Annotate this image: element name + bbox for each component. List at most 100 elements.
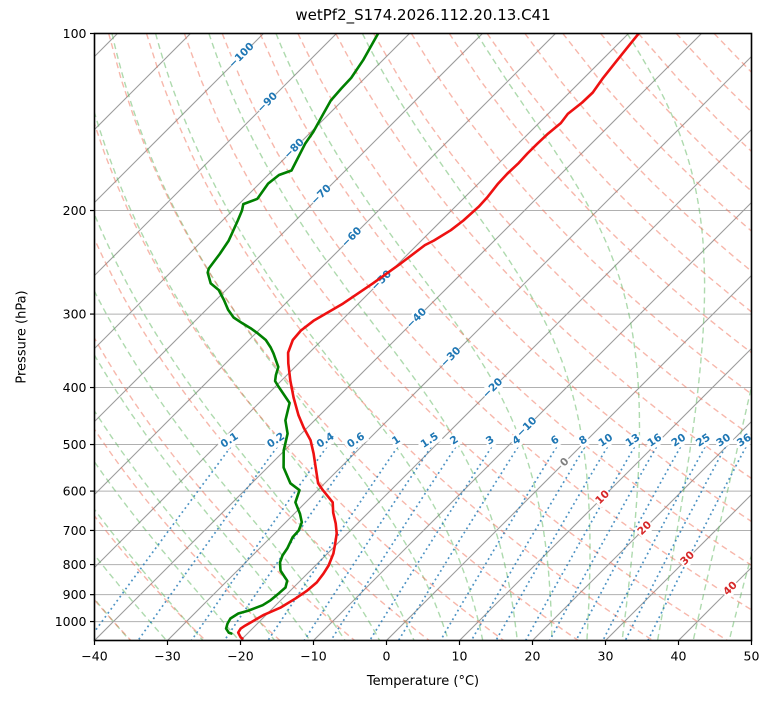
isotherm-line [94, 33, 410, 350]
x-tick-label: 40 [671, 649, 687, 664]
isotherm-line [313, 201, 752, 641]
label-backdrop [438, 344, 464, 370]
label-backdrop [388, 432, 405, 449]
contour-label: 20 [669, 431, 688, 449]
label-backdrop [308, 181, 335, 208]
dry-adiabat-line [486, 33, 752, 313]
label-backdrop [713, 430, 735, 451]
moist-adiabat-line [94, 212, 381, 641]
dry-adiabat-line [183, 33, 729, 641]
mixing-ratio-label: 20 [668, 430, 690, 451]
mixing-ratio-label: 1 [388, 432, 405, 449]
moist-adiabat-line [94, 353, 311, 641]
isotherm-line [459, 347, 752, 641]
x-axis-label: Temperature (°C) [366, 674, 480, 689]
label-backdrop [622, 430, 644, 451]
x-tick-label: 30 [598, 649, 614, 664]
dry-adiabat-line [562, 33, 752, 233]
dry-adiabat-line [297, 33, 752, 523]
mixing-ratio-line [548, 446, 658, 641]
moist-adiabat-line [361, 33, 591, 641]
contour-label: 16 [645, 431, 664, 449]
isotherm-line [240, 128, 752, 641]
mixing-ratio-line [470, 446, 586, 641]
mixing-ratio-label: 3 [482, 432, 499, 449]
mixing-ratio-line [575, 446, 682, 641]
label-backdrop [403, 305, 430, 332]
mixing-ratio-line [368, 446, 493, 641]
label-backdrop [668, 430, 690, 451]
isotherm-line [94, 33, 629, 569]
label-backdrop [446, 432, 463, 449]
label-backdrop [644, 430, 666, 451]
dry-adiabat-line [145, 33, 655, 641]
dry-adiabat-line [410, 33, 752, 395]
mixing-ratio-label: 30 [713, 430, 735, 451]
temperature-curve [236, 33, 640, 640]
moist-adiabat-line [94, 409, 276, 641]
isotherm-line [532, 420, 752, 641]
mixing-ratio-label: 25 [692, 430, 714, 451]
label-backdrop [262, 428, 290, 453]
x-tick-label: −40 [81, 649, 107, 664]
moist-adiabat-line [94, 460, 240, 641]
dry-adiabat-line [108, 33, 580, 641]
moist-adiabat-line [765, 34, 775, 642]
isotherm-line [94, 33, 337, 277]
dry-adiabat-line [637, 33, 752, 153]
mixing-ratio-line [94, 446, 232, 634]
y-tick-label: 400 [63, 380, 87, 395]
mixing-ratio-label: 13 [622, 430, 644, 451]
moist-adiabat-line [476, 33, 641, 641]
dry-adiabat-line [335, 33, 752, 480]
x-tick-label: 0 [383, 649, 391, 664]
y-tick-label: 1000 [55, 614, 87, 629]
x-tick-label: 10 [452, 649, 468, 664]
dry-adiabat-line [221, 33, 752, 611]
mixing-ratio-line [524, 446, 636, 641]
isotherm-line [94, 33, 264, 204]
moist-adiabat-line [94, 553, 168, 641]
label-backdrop [677, 547, 699, 569]
mixing-ratio-label: 10 [595, 430, 617, 451]
isotherm-line [94, 33, 483, 423]
mixing-ratio-line [190, 446, 328, 641]
x-tick-label: −10 [300, 649, 326, 664]
mixing-ratio-label: 36 [733, 430, 752, 451]
mixing-ratio-label: 16 [644, 430, 666, 451]
dry-adiabat-line [259, 33, 752, 567]
y-axis-label: Pressure (hPa) [14, 290, 30, 384]
isotherm-line [94, 33, 556, 496]
x-tick-label: −20 [227, 649, 253, 664]
isotherm-line [605, 493, 752, 641]
isotherm-line [94, 33, 702, 641]
y-tick-label: 600 [63, 484, 87, 499]
label-backdrop [719, 578, 741, 600]
x-tick-label: 50 [744, 649, 760, 664]
contour-label: 30 [714, 431, 733, 449]
y-tick-label: 700 [63, 523, 87, 538]
label-backdrop [692, 430, 714, 451]
moist-adiabat-line [626, 33, 706, 641]
mixing-ratio-line [439, 446, 558, 641]
label-backdrop [281, 135, 308, 162]
dry-adiabat-line [94, 514, 207, 641]
moist-adiabat-line [275, 33, 553, 641]
moist-adiabat-line [692, 383, 752, 641]
mixing-ratio-line [303, 446, 432, 641]
mixing-ratio-line [266, 446, 399, 641]
label-backdrop [733, 430, 752, 451]
label-backdrop [226, 40, 257, 71]
page-title: wetPf2_S174.2026.112.20.13.C41 [295, 6, 551, 24]
dewpoint-curve [206, 33, 380, 635]
dry-adiabat-line [94, 237, 431, 641]
y-tick-label: 300 [63, 307, 87, 322]
mixing-ratio-line [646, 446, 747, 641]
label-backdrop [634, 517, 656, 539]
dry-adiabat-line [94, 121, 505, 641]
label-backdrop [342, 428, 370, 453]
label-backdrop [575, 432, 592, 449]
label-backdrop [482, 432, 499, 449]
